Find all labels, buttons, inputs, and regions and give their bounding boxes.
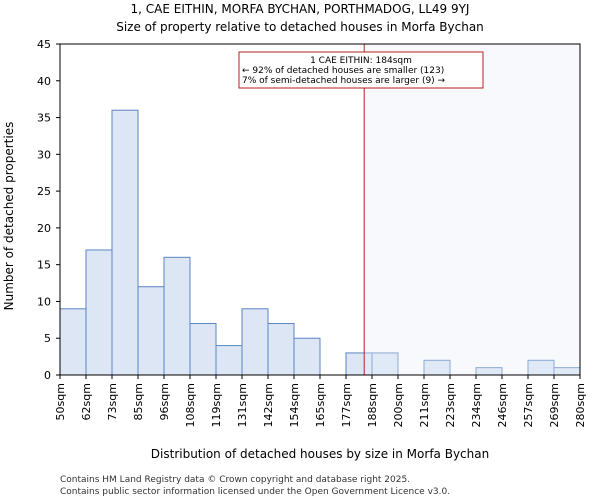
x-tick-label-62sqm: 62sqm	[80, 383, 93, 420]
x-tick-label-280sqm: 280sqm	[574, 383, 587, 427]
x-tick-label-234sqm: 234sqm	[470, 383, 483, 427]
y-tick-label-40: 40	[37, 75, 51, 88]
annotation-box	[238, 51, 484, 89]
bar-62sqm	[85, 249, 113, 376]
y-tick-label-30: 30	[37, 148, 51, 161]
y-axis-label: Number of detached properties	[2, 122, 16, 311]
y-tick-label-5: 5	[44, 332, 51, 345]
annotation-line-1: 1 CAE EITHIN: 184sqm	[310, 56, 412, 66]
x-tick-label-96sqm: 96sqm	[158, 383, 171, 420]
x-tick-label-211sqm: 211sqm	[418, 383, 431, 427]
chart-title: 1, CAE EITHIN, MORFA BYCHAN, PORTHMADOG,…	[131, 2, 470, 16]
x-tick-label-246sqm: 246sqm	[496, 383, 509, 427]
y-tick-label-10: 10	[37, 295, 51, 308]
x-tick-label-223sqm: 223sqm	[444, 383, 457, 427]
x-tick-label-131sqm: 131sqm	[236, 383, 249, 427]
bar-131sqm	[241, 308, 269, 376]
chart-subtitle: Size of property relative to detached ho…	[116, 20, 484, 34]
y-tick-label-15: 15	[37, 259, 51, 272]
x-tick-label-257sqm: 257sqm	[522, 383, 535, 427]
x-axis-label: Distribution of detached houses by size …	[151, 447, 489, 461]
annotation-line-2: ← 92% of detached houses are smaller (12…	[242, 66, 444, 76]
annotation-line-3: 7% of semi-detached houses are larger (9…	[242, 76, 446, 86]
y-tick-label-35: 35	[37, 112, 51, 125]
x-tick-label-142sqm: 142sqm	[262, 383, 275, 427]
y-tick-label-25: 25	[37, 185, 51, 198]
bar-85sqm	[137, 286, 165, 376]
x-tick-label-73sqm: 73sqm	[106, 383, 119, 420]
bar-119sqm	[215, 345, 243, 376]
footer-line-2: Contains public sector information licen…	[60, 487, 450, 497]
x-tick-label-108sqm: 108sqm	[184, 383, 197, 427]
bar-142sqm	[267, 323, 295, 376]
bar-96sqm	[163, 256, 191, 376]
annotation: 1 CAE EITHIN: 184sqm ← 92% of detached h…	[238, 51, 484, 89]
x-tick-label-269sqm: 269sqm	[548, 383, 561, 427]
highlight-region	[364, 44, 580, 375]
bar-50sqm	[59, 308, 87, 376]
x-tick-label-200sqm: 200sqm	[392, 383, 405, 427]
bar-154sqm	[293, 337, 321, 376]
footer-line-1: Contains HM Land Registry data © Crown c…	[60, 475, 410, 485]
plot-area: 0 5 10 15 20 25 30 35 40 45 50sqm 62sqm 73sqm 85sqm 96…	[37, 38, 587, 427]
y-tick-label-20: 20	[37, 222, 51, 235]
x-tick-label-119sqm: 119sqm	[210, 383, 223, 427]
y-tick-label-45: 45	[37, 38, 51, 51]
x-tick-label-50sqm: 50sqm	[54, 383, 67, 420]
x-tick-label-177sqm: 177sqm	[340, 383, 353, 427]
x-tick-label-154sqm: 154sqm	[288, 383, 301, 427]
x-tick-label-188sqm: 188sqm	[366, 383, 379, 427]
bar-73sqm	[111, 109, 139, 376]
plot-frame	[59, 43, 581, 376]
bar-108sqm	[189, 323, 217, 376]
x-tick-label-165sqm: 165sqm	[314, 383, 327, 427]
x-tick-label-85sqm: 85sqm	[132, 383, 145, 420]
y-tick-label-0: 0	[44, 369, 51, 382]
